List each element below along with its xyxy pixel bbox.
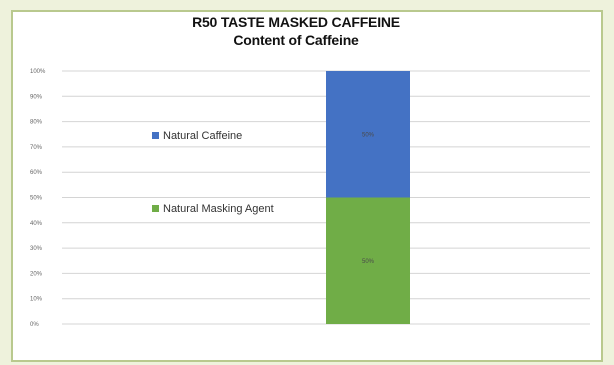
data-label: 50% — [362, 132, 375, 138]
y-tick-label: 60% — [30, 170, 43, 176]
data-label: 50% — [362, 259, 375, 265]
y-tick-label: 10% — [30, 297, 43, 303]
y-tick-label: 90% — [30, 94, 43, 100]
y-tick-label: 80% — [30, 120, 43, 126]
bar-segment — [326, 71, 410, 198]
legend-swatch — [152, 132, 159, 139]
legend-label: Natural Caffeine — [163, 130, 242, 142]
y-tick-label: 0% — [30, 322, 39, 328]
y-tick-label: 30% — [30, 246, 43, 252]
y-tick-label: 20% — [30, 271, 43, 277]
legend-label: Natural Masking Agent — [163, 203, 274, 215]
y-tick-label: 70% — [30, 145, 43, 151]
chart-panel — [11, 10, 603, 362]
y-tick-label: 50% — [30, 196, 43, 202]
y-tick-label: 40% — [30, 221, 43, 227]
chart-title: R50 TASTE MASKED CAFFEINE — [192, 14, 400, 30]
legend-swatch — [152, 205, 159, 212]
bar-segment — [326, 197, 410, 324]
y-tick-label: 100% — [30, 69, 46, 75]
chart-subtitle: Content of Caffeine — [233, 32, 359, 48]
